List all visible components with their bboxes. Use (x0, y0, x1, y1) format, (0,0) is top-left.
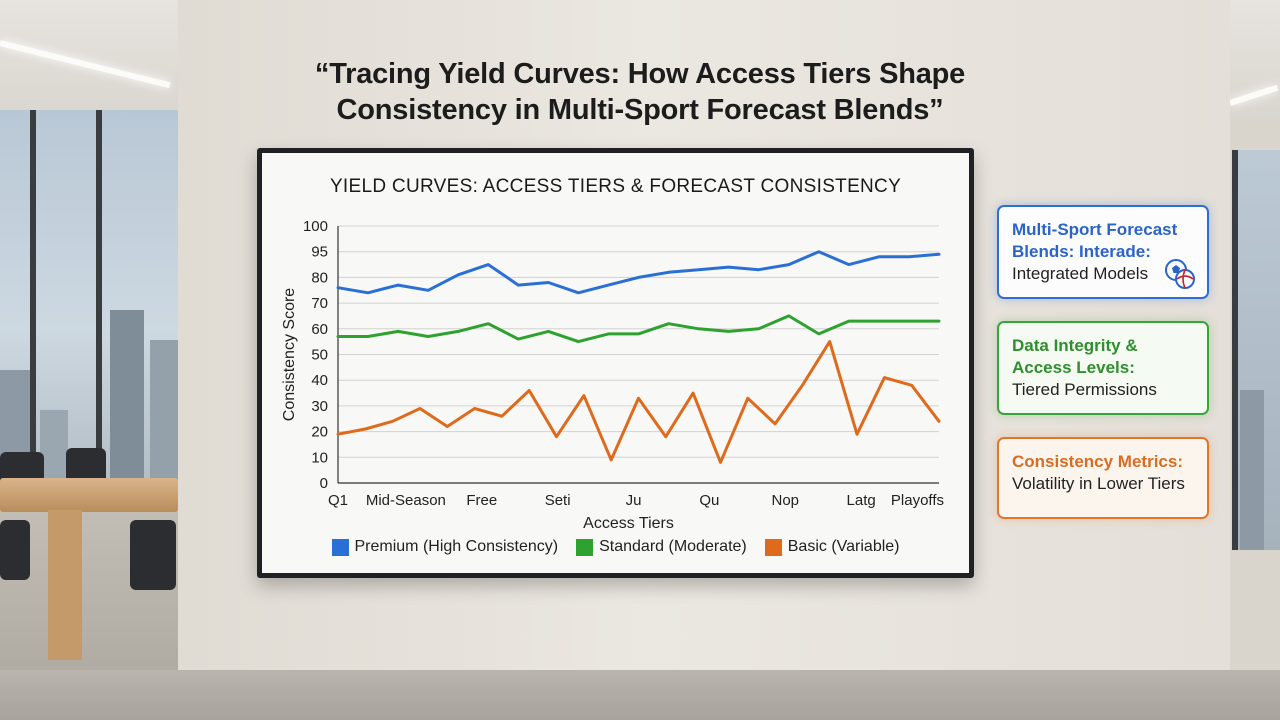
chart-legend: Premium (High Consistency) Standard (Mod… (262, 538, 969, 556)
y-tick-label: 0 (320, 475, 328, 492)
info-card-data-integrity: Data Integrity & Access Levels: Tiered P… (997, 321, 1209, 415)
y-axis-label: Consistency Score (281, 288, 298, 421)
y-tick-label: 80 (311, 269, 328, 286)
y-tick-label: 70 (311, 295, 328, 312)
series-line-0 (336, 250, 941, 295)
x-tick-label: Qu (699, 492, 719, 509)
window-mullion (30, 110, 36, 510)
page-title: “Tracing Yield Curves: How Access Tiers … (240, 56, 1040, 128)
window-left (0, 110, 178, 510)
window-mullion (1232, 150, 1238, 550)
x-axis-label: Access Tiers (583, 515, 674, 532)
y-tick-label: 50 (311, 347, 328, 364)
legend-swatch-standard (576, 538, 594, 556)
info-card-consistency-metrics: Consistency Metrics: Volatility in Lower… (997, 437, 1209, 519)
x-tick-label: Mid-Season (366, 492, 446, 509)
card-heading: Consistency Metrics: (1012, 452, 1183, 471)
card-heading: Multi-Sport Forecast Blends: Interade: (1012, 220, 1178, 261)
card-heading: Data Integrity & Access Levels: (1012, 336, 1138, 377)
line-chart: 0 10 20 30 40 50 60 70 80 95 100 Q1 Mid-Season Free Se… (281, 218, 944, 532)
info-card-forecast-blends: Multi-Sport Forecast Blends: Interade: I… (997, 205, 1209, 299)
x-tick-label: Ju (626, 492, 642, 509)
legend-item-basic: Basic (Variable) (764, 538, 900, 556)
y-tick-label: 60 (311, 321, 328, 338)
legend-item-premium: Premium (High Consistency) (331, 538, 559, 556)
sports-ball-icon (1165, 259, 1195, 289)
legend-swatch-basic (764, 538, 782, 556)
page-title-line1: “Tracing Yield Curves: How Access Tiers … (314, 58, 966, 90)
x-tick-label: Seti (545, 492, 571, 509)
card-subtext: Volatility in Lower Tiers (1012, 474, 1185, 493)
city-building (110, 310, 144, 510)
city-building (1240, 390, 1264, 550)
y-tick-label: 100 (303, 218, 328, 235)
series-line-2 (336, 340, 941, 464)
x-tick-label: Latg (847, 492, 876, 509)
floor (0, 670, 1280, 720)
office-chair (0, 520, 30, 580)
card-subtext: Tiered Permissions (1012, 380, 1157, 399)
legend-item-standard: Standard (Moderate) (576, 538, 747, 556)
legend-label-standard: Standard (Moderate) (599, 538, 747, 555)
monitor-screen (262, 153, 969, 573)
y-tick-label: 95 (311, 244, 328, 261)
x-tick-label: Nop (771, 492, 799, 509)
x-tick-label: Q1 (328, 492, 348, 509)
legend-swatch-premium (331, 538, 349, 556)
conference-table (0, 478, 178, 512)
x-tick-label: Playoffs (891, 492, 944, 509)
legend-label-basic: Basic (Variable) (787, 538, 900, 555)
y-tick-label: 20 (311, 424, 328, 441)
card-subtext: Integrated Models (1012, 264, 1149, 283)
y-tick-label: 30 (311, 398, 328, 415)
legend-label-premium: Premium (High Consistency) (354, 538, 559, 555)
chart-title: YIELD CURVES: ACCESS TIERS & FORECAST CO… (329, 176, 902, 197)
series-line-1 (336, 314, 941, 344)
office-chair (130, 520, 176, 590)
y-tick-label: 40 (311, 372, 328, 389)
x-tick-label: Free (466, 492, 497, 509)
window-mullion (96, 110, 102, 510)
y-tick-label: 10 (311, 449, 328, 466)
page-title-line2: Consistency in Multi-Sport Forecast Blen… (336, 94, 944, 126)
window-right (1232, 150, 1280, 550)
table-leg (48, 510, 82, 660)
